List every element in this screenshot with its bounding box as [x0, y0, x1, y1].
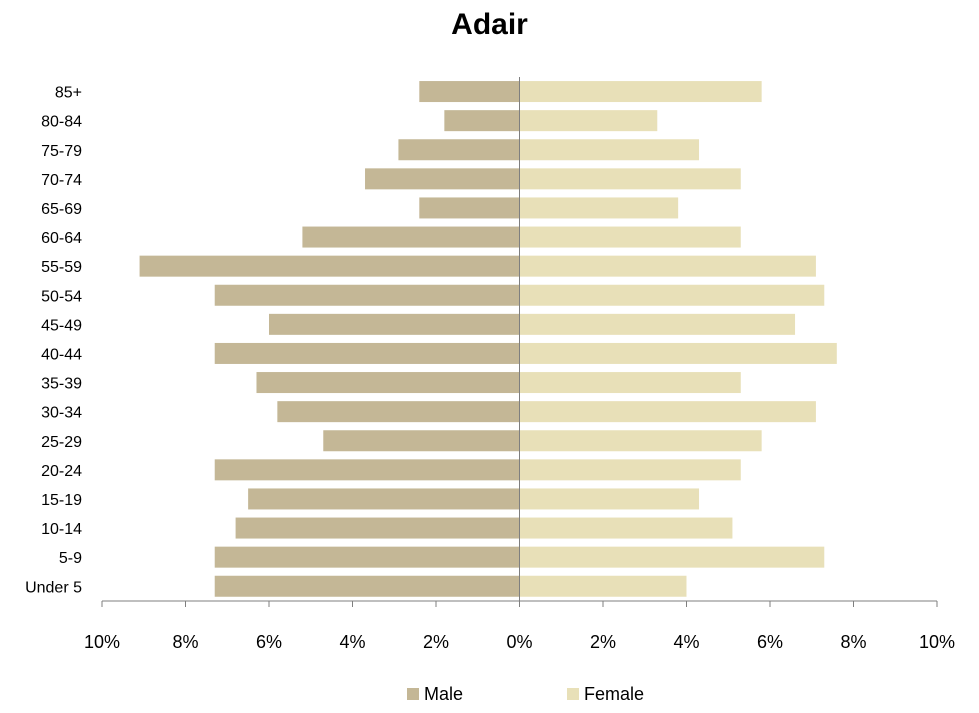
x-tick-label: 8% [172, 632, 198, 652]
bar-female [519, 459, 741, 481]
bar-female [519, 197, 679, 219]
category-label: Under 5 [25, 579, 82, 596]
x-tick-label: 0% [506, 632, 532, 652]
bar-male [214, 546, 520, 568]
legend-swatch [567, 688, 579, 700]
legend-label: Female [584, 684, 644, 704]
x-tick-label: 10% [919, 632, 955, 652]
category-label: 30-34 [41, 405, 82, 422]
bar-female [519, 284, 825, 306]
bar-male [256, 372, 520, 394]
category-label: 20-24 [41, 463, 82, 480]
category-label: 60-64 [41, 230, 82, 247]
bar-female [519, 226, 741, 248]
chart-title: Adair [451, 8, 528, 41]
bar-male [214, 459, 520, 481]
category-label: 70-74 [41, 172, 82, 189]
bar-female [519, 313, 796, 335]
bar-female [519, 139, 700, 161]
bar-female [519, 575, 687, 597]
bar-male [444, 110, 520, 132]
bar-male [302, 226, 520, 248]
bar-male [398, 139, 520, 161]
x-tick-label: 6% [256, 632, 282, 652]
bar-female [519, 488, 700, 510]
x-tick-label: 6% [757, 632, 783, 652]
category-label: 40-44 [41, 346, 82, 363]
bar-female [519, 546, 825, 568]
legend-label: Male [424, 684, 463, 704]
category-label: 65-69 [41, 201, 82, 218]
bar-female [519, 255, 816, 277]
x-tick-label: 4% [673, 632, 699, 652]
bar-female [519, 110, 658, 132]
x-tick-label: 10% [84, 632, 120, 652]
bar-female [519, 517, 733, 539]
bar-male [365, 168, 520, 190]
bar-female [519, 430, 762, 452]
category-label: 10-14 [41, 521, 82, 538]
bar-male [235, 517, 520, 539]
bar-female [519, 372, 741, 394]
bar-female [519, 168, 741, 190]
category-label: 25-29 [41, 434, 82, 451]
category-label: 50-54 [41, 288, 82, 305]
bar-male [419, 81, 520, 103]
bar-male [419, 197, 520, 219]
bar-male [277, 401, 520, 423]
x-tick-label: 8% [840, 632, 866, 652]
x-tick-label: 2% [590, 632, 616, 652]
bar-male [323, 430, 520, 452]
bar-male [214, 342, 520, 364]
bar-male [248, 488, 520, 510]
bar-female [519, 81, 762, 103]
category-label: 55-59 [41, 259, 82, 276]
category-label: 85+ [55, 85, 82, 102]
category-label: 75-79 [41, 143, 82, 160]
category-label: 45-49 [41, 317, 82, 334]
x-tick-label: 4% [339, 632, 365, 652]
bar-male [214, 575, 520, 597]
x-tick-label: 2% [423, 632, 449, 652]
bar-male [139, 255, 520, 277]
bar-male [214, 284, 520, 306]
bar-female [519, 342, 837, 364]
legend-swatch [407, 688, 419, 700]
category-label: 80-84 [41, 114, 82, 131]
category-label: 35-39 [41, 376, 82, 393]
category-label: 5-9 [59, 550, 82, 567]
bar-male [269, 313, 520, 335]
category-label: 15-19 [41, 492, 82, 509]
bar-female [519, 401, 816, 423]
